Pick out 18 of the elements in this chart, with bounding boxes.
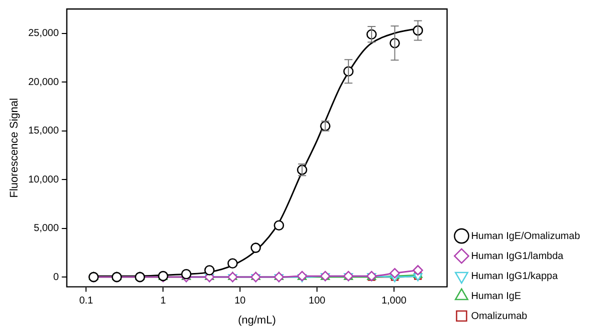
legend-label: Human IgE/Omalizumab — [471, 230, 580, 242]
legend-label: Human IgE — [471, 290, 522, 302]
y-tick-label: 20,000 — [28, 76, 60, 88]
x-tick-label: 100 — [308, 296, 326, 307]
x-tick-label: 10 — [234, 296, 246, 307]
x-tick-label: 0.1 — [79, 296, 94, 307]
x-tick-label: 1,000 — [381, 296, 407, 307]
y-tick-label: 5,000 — [34, 223, 60, 234]
y-axis-title: Fluorescence Signal — [8, 98, 21, 198]
y-tick-label: 15,000 — [28, 126, 60, 137]
y-tick-label: 25,000 — [28, 28, 60, 40]
y-tick-label: 10,000 — [28, 174, 60, 186]
y-tick-label: 0 — [53, 272, 60, 283]
x-axis-title: (ng/mL) — [238, 314, 276, 326]
x-tick-label: 1 — [160, 296, 166, 307]
legend-label: Human IgG1/lambda — [471, 250, 564, 262]
legend-label: Omalizumab — [471, 310, 528, 322]
legend-label: Human IgG1/kappa — [471, 270, 558, 282]
